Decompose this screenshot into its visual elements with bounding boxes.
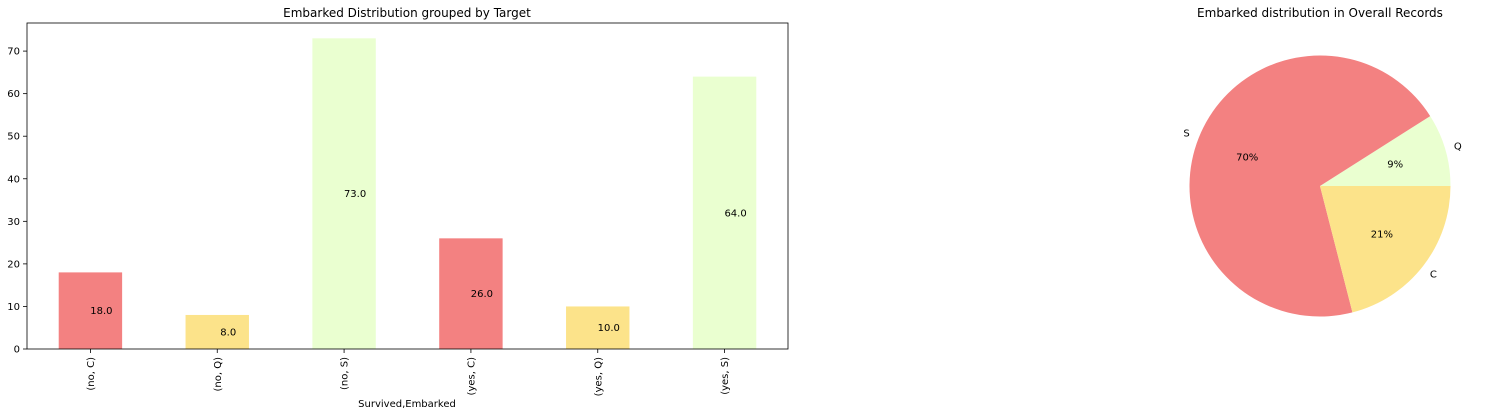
bar [312,38,376,350]
pie-labels: 9% Q 70% S 21% C [1183,129,1462,281]
plot-frame [26,22,789,350]
y-axis-ticks: 0 10 20 30 40 50 60 70 [7,47,27,356]
x-tick-label: (yes, C) [466,357,477,396]
pie-pct-label: 9% [1387,160,1403,171]
x-tick-label: (yes, Q) [593,357,604,396]
pie-chart-title: Embarked distribution in Overall Records [1197,6,1443,20]
pie-slice [1320,116,1451,186]
pie-category-label: C [1430,269,1437,280]
pie-category-label: Q [1454,141,1462,152]
y-tick-label: 70 [7,47,20,58]
bar-data-label: 26.0 [471,289,493,300]
x-tick-label: (no, S) [340,357,351,390]
x-tick-label: (yes, S) [720,357,731,395]
y-tick-label: 60 [7,89,20,100]
y-tick-label: 50 [7,132,20,143]
bar [58,272,123,349]
bar [566,306,630,349]
pie-pct-label: 70% [1236,153,1258,164]
y-tick-label: 40 [7,174,20,185]
bar [185,314,249,349]
pie-slices [1189,55,1451,317]
bar-data-label: 64.0 [724,208,746,219]
pie-pct-label: 21% [1371,229,1393,240]
bar-marks: 18.0 8.0 73.0 26.0 10.0 64.0 [58,38,757,350]
x-axis-label: Survived,Embarked [358,399,456,410]
bar-data-label: 10.0 [598,323,620,334]
pie-slice [1320,186,1451,313]
bar-data-label: 8.0 [220,327,236,338]
x-tick-label: (no, Q) [213,357,224,392]
y-tick-label: 30 [7,217,20,228]
bar-data-label: 73.0 [344,189,366,200]
bar [439,238,503,349]
y-tick-label: 20 [7,259,20,270]
x-tick-label: (no, C) [86,357,97,391]
pie-slice [1189,55,1431,317]
pie-category-label: S [1183,129,1189,140]
bar-data-label: 18.0 [90,306,112,317]
pie-chart: Embarked distribution in Overall Records… [1183,6,1462,317]
x-axis-ticks: (no, C) (no, Q) (no, S) (yes, C) (yes, Q) (ye… [86,349,731,396]
bar-chart: Embarked Distribution grouped by Target … [7,6,789,410]
y-tick-label: 10 [7,302,20,313]
bar-chart-title: Embarked Distribution grouped by Target [283,6,531,20]
y-tick-label: 0 [14,345,20,356]
bar [692,76,757,349]
